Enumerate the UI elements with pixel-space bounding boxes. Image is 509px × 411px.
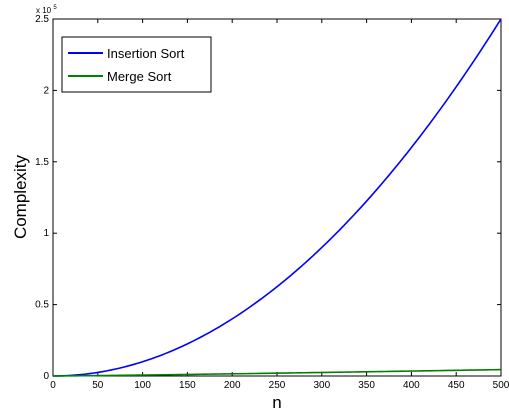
x-tick-label: 0: [50, 380, 56, 391]
x-tick-label: 300: [313, 380, 330, 391]
y-exponent-label: x 10 5: [36, 5, 57, 15]
y-tick-label: 0.5: [35, 300, 49, 311]
y-exponent-base: x 10: [36, 6, 52, 15]
legend-label-insertion-sort: Insertion Sort: [107, 46, 185, 61]
x-tick-label: 250: [269, 380, 286, 391]
y-tick-label: 2.5: [35, 14, 49, 25]
y-axis-title: Complexity: [11, 154, 30, 239]
x-axis-title: n: [272, 393, 281, 411]
y-tick-label: 1: [43, 228, 49, 239]
y-tick-label: 0: [43, 371, 49, 382]
legend-label-merge-sort: Merge Sort: [107, 69, 172, 84]
y-tick-label: 2: [43, 85, 49, 96]
x-tick-label: 500: [493, 380, 509, 391]
y-tick-label: 1.5: [35, 157, 49, 168]
x-tick-label: 350: [358, 380, 375, 391]
x-tick-label: 150: [179, 380, 196, 391]
x-tick-label: 400: [403, 380, 420, 391]
series-line-insertion-sort: [52, 18, 502, 377]
x-tick-label: 450: [448, 380, 465, 391]
legend-box: [61, 36, 212, 93]
x-axis-ticks: 0 50 100 150 200 250 300 350 400 450 500: [50, 19, 509, 391]
x-tick-label: 100: [134, 380, 151, 391]
x-tick-label: 200: [224, 380, 241, 391]
y-exponent-power: 5: [53, 5, 57, 11]
series-lines: [52, 18, 502, 377]
series-line-merge-sort: [52, 368, 502, 377]
x-tick-label: 50: [92, 380, 104, 391]
legend: Insertion Sort Merge Sort: [61, 36, 212, 93]
